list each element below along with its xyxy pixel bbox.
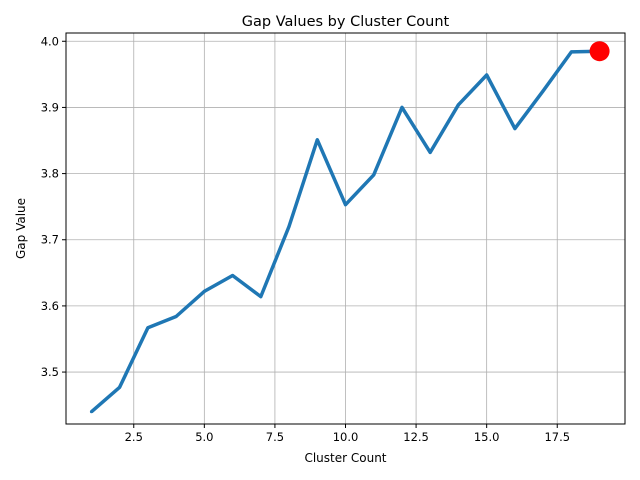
data-point <box>202 289 206 293</box>
x-tick-label: 12.5 <box>403 430 429 444</box>
data-point <box>372 173 376 177</box>
y-axis-label: Gap Value <box>14 198 28 259</box>
y-tick-label: 3.7 <box>41 233 59 247</box>
data-point <box>513 127 517 131</box>
data-point <box>259 295 263 299</box>
data-point <box>287 225 291 229</box>
x-tick-label: 5.0 <box>195 430 213 444</box>
data-point <box>89 410 93 414</box>
axis-ticks: 2.5 5.0 7.5 10.0 12.5 15.0 17.5 3.5 3.6 3.7 3.8 3.9… <box>41 34 570 444</box>
data-point <box>485 73 489 77</box>
data-point <box>400 105 404 109</box>
y-tick-label: 4.0 <box>41 34 59 48</box>
x-tick-label: 10.0 <box>333 430 359 444</box>
y-tick-label: 3.5 <box>41 365 59 379</box>
data-point <box>146 326 150 330</box>
y-tick-label: 3.9 <box>41 100 59 114</box>
grid <box>66 33 625 424</box>
series-layer <box>89 41 610 414</box>
x-tick-label: 2.5 <box>125 430 143 444</box>
data-point <box>118 385 122 389</box>
data-point <box>315 138 319 142</box>
data-point <box>569 50 573 54</box>
x-tick-label: 15.0 <box>474 430 500 444</box>
data-point <box>174 314 178 318</box>
data-point <box>428 150 432 154</box>
chart-title: Gap Values by Cluster Count <box>242 14 450 30</box>
x-axis-label: Cluster Count <box>304 451 386 465</box>
data-point <box>541 89 545 93</box>
data-point <box>231 273 235 277</box>
data-point <box>456 103 460 107</box>
x-tick-label: 17.5 <box>544 430 570 444</box>
x-tick-label: 7.5 <box>266 430 284 444</box>
y-tick-label: 3.8 <box>41 167 59 181</box>
data-point <box>344 203 347 207</box>
highlight-point <box>589 41 610 62</box>
y-tick-label: 3.6 <box>41 299 59 313</box>
